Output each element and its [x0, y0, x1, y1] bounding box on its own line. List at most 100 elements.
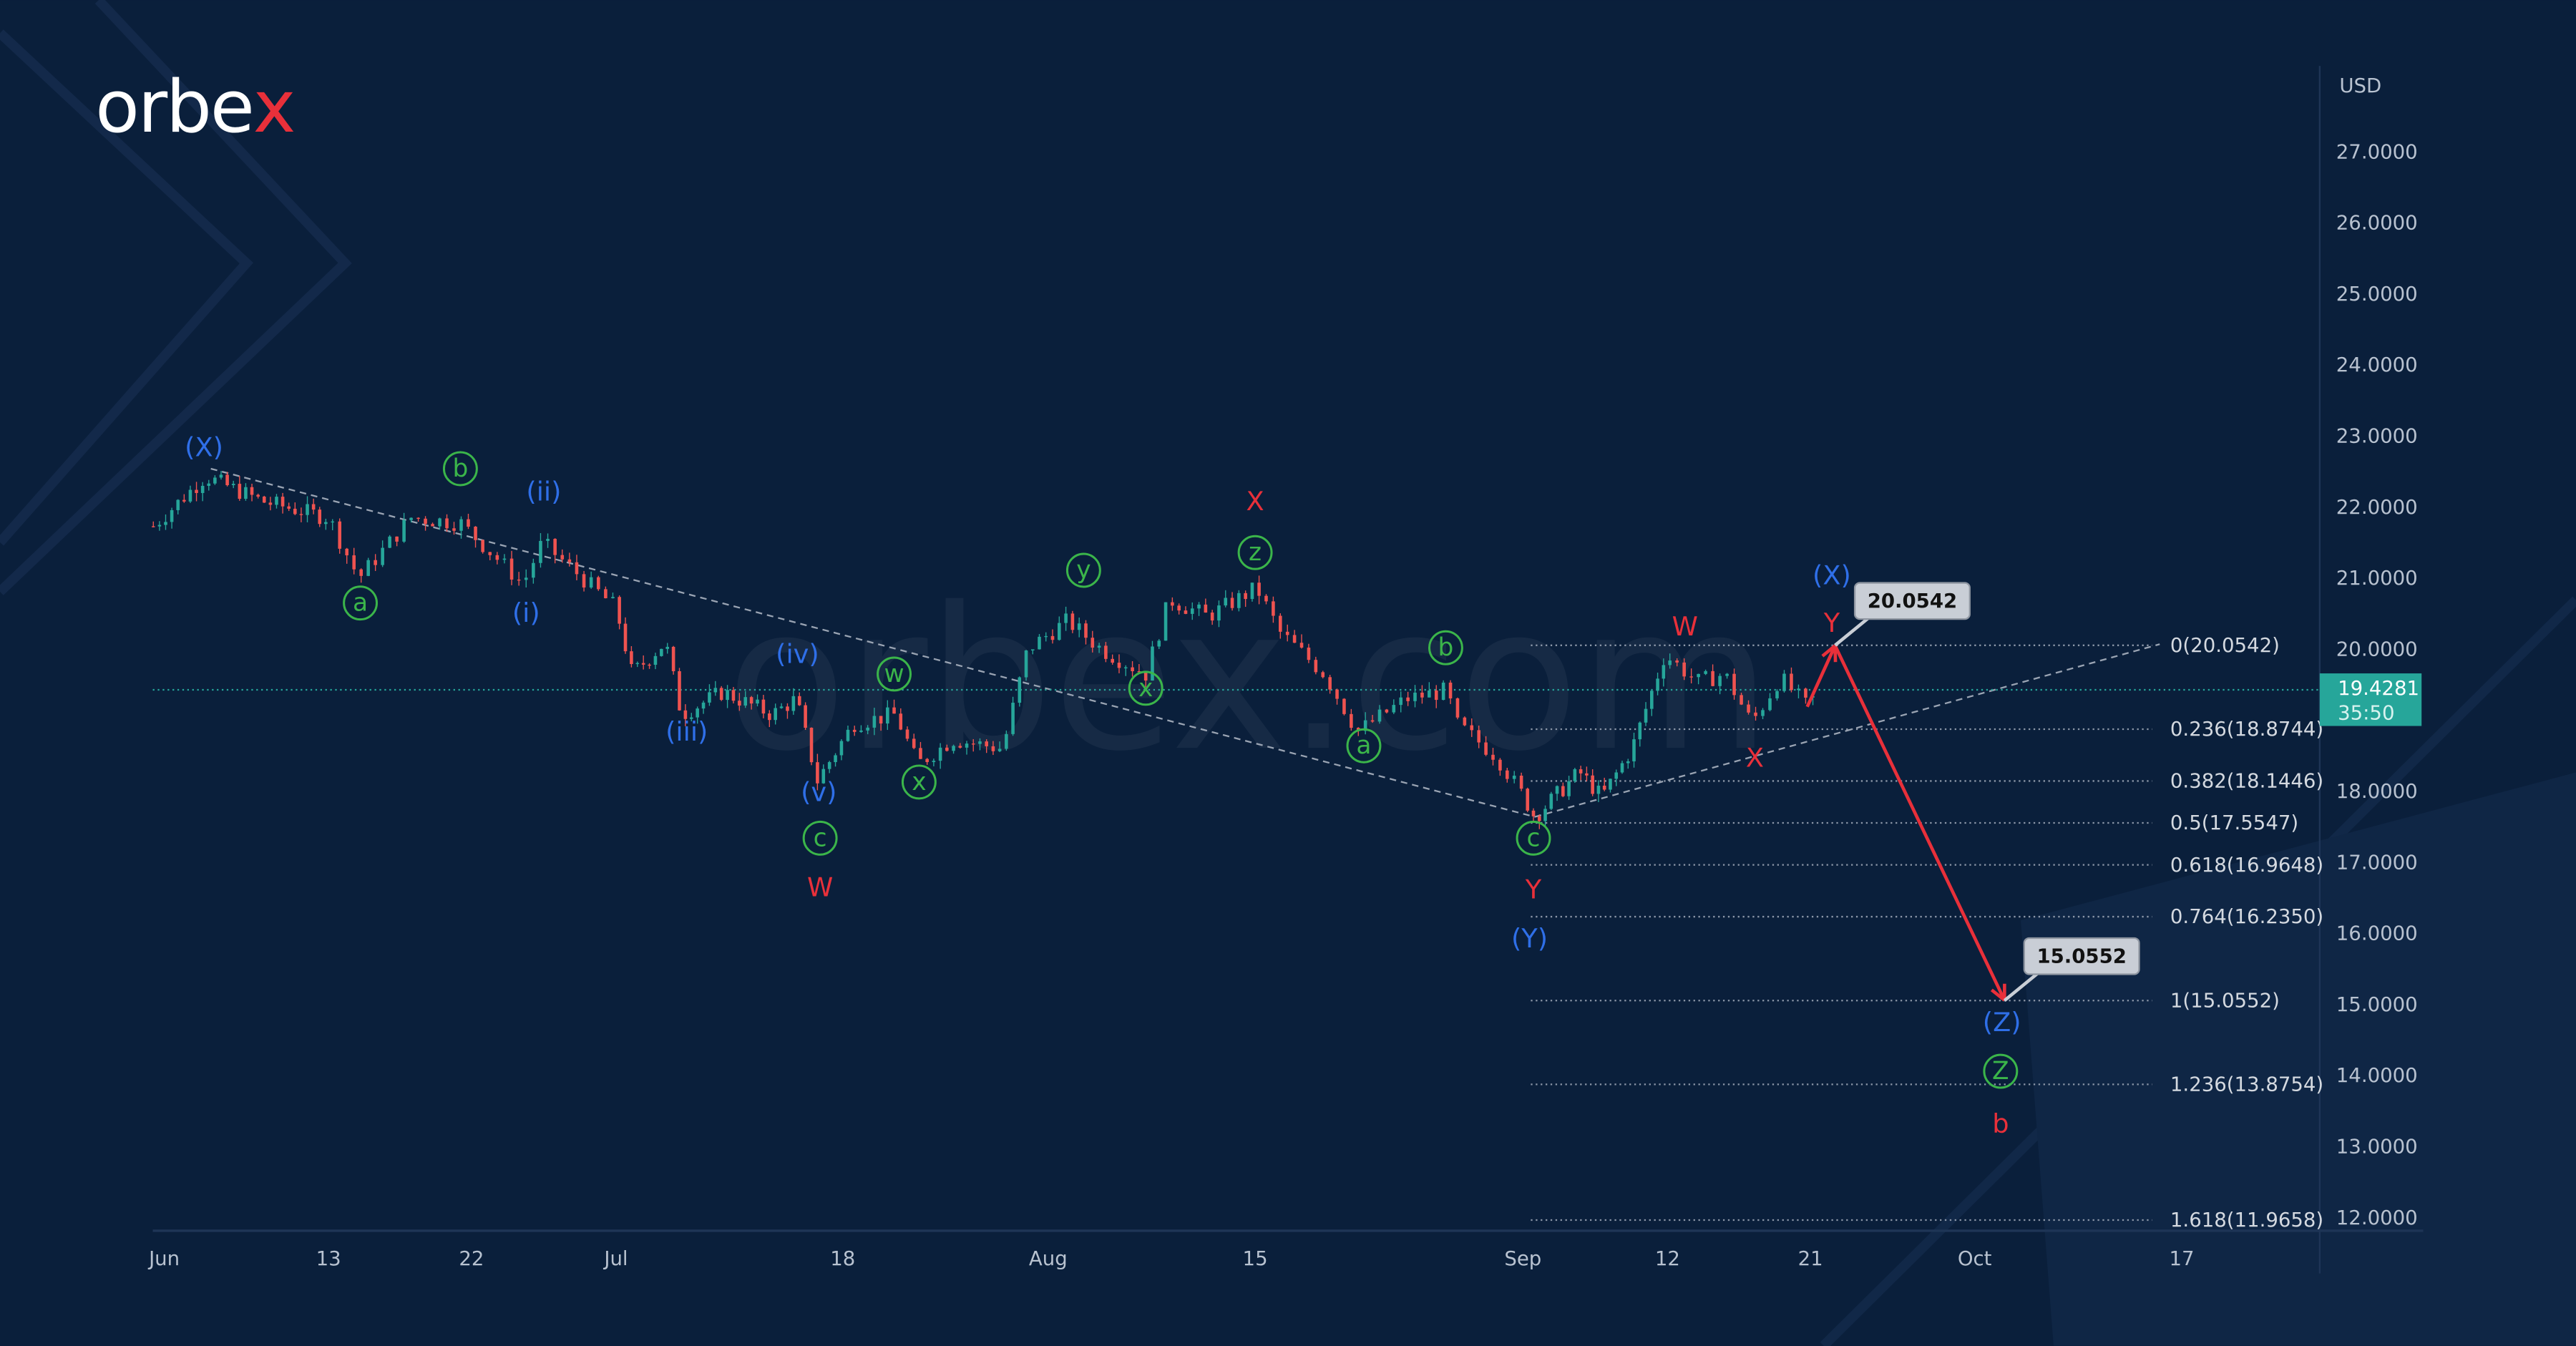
candle [1328, 675, 1332, 694]
candle [374, 554, 377, 571]
fib-level-label: 1(15.0552) [2170, 989, 2280, 1012]
wave-label-green: b [442, 451, 478, 487]
wave-label-circle [1346, 728, 1382, 764]
wave-label-text: b [452, 454, 468, 483]
time-tick-label: 13 [316, 1247, 341, 1270]
candle [1385, 708, 1389, 714]
candle [1596, 780, 1601, 802]
candle [997, 741, 1002, 753]
candle [1077, 617, 1081, 638]
candle [1171, 597, 1174, 611]
candle [1632, 732, 1636, 768]
candle [1050, 629, 1055, 644]
wave-label-blue: (iv) [776, 639, 819, 670]
fib-level-label: 1.618(11.9658) [2170, 1209, 2323, 1232]
candle [488, 552, 492, 560]
candle [524, 569, 528, 587]
candle [899, 708, 903, 731]
candle [1448, 680, 1453, 704]
candle [708, 684, 711, 706]
wave-label-red: b [1992, 1108, 2009, 1139]
wave-label-green: w [877, 656, 912, 692]
candle [1526, 787, 1530, 812]
candle [1585, 766, 1589, 781]
price-tick-label: 23.0000 [2336, 424, 2418, 447]
wave-label-green: c [1516, 820, 1551, 856]
axes: USD [152, 66, 2424, 1274]
wave-label-red: W [1672, 611, 1698, 642]
candle [1163, 602, 1168, 641]
candle [402, 512, 406, 543]
wave-label-text: X [1746, 743, 1764, 774]
price-axis[interactable]: 27.0000 26.0000 25.0000 24.0000 23.0000 22.00… [2336, 140, 2418, 1229]
wave-labels: (X)b(ii)a (i)(iv)(iii)w(v) xcWyxXzbacY(Y)W… [185, 432, 2021, 1139]
wave-label-red: X [1746, 743, 1764, 774]
candle [1117, 654, 1121, 673]
candle [618, 595, 621, 630]
candle [660, 648, 663, 657]
price-tick-label: 21.0000 [2336, 567, 2418, 590]
candle [331, 519, 335, 531]
projection-arrow [1833, 645, 2006, 1002]
candle [1399, 691, 1403, 713]
candle [207, 479, 211, 491]
wave-label-blue: (Z) [1983, 1007, 2021, 1038]
candle [481, 539, 484, 554]
candle [1314, 656, 1318, 675]
candle [250, 484, 254, 502]
candle [256, 493, 260, 499]
candle [1477, 725, 1480, 748]
price-tick-label: 20.0000 [2336, 638, 2418, 660]
wave-label-text: (ii) [526, 476, 561, 507]
time-tick-label: Aug [1029, 1247, 1068, 1270]
candle [1184, 606, 1188, 615]
candle [1230, 592, 1234, 611]
candle [1011, 696, 1015, 736]
candle [1024, 650, 1028, 681]
candle [1754, 706, 1757, 721]
candle [509, 550, 514, 585]
candle [1455, 697, 1460, 720]
wave-label-circle [901, 764, 937, 800]
wave-label-text: c [1527, 824, 1541, 852]
candle [532, 558, 535, 584]
price-tick-label: 22.0000 [2336, 496, 2418, 519]
candle [1697, 673, 1700, 685]
price-tick-label: 18.0000 [2336, 780, 2418, 803]
time-axis[interactable]: Jun 13 22 Jul 18 Aug 15 Sep 12 21 Oct 17 [147, 1247, 2194, 1270]
candle [1091, 630, 1095, 653]
candle [1377, 705, 1382, 724]
candle [1725, 673, 1729, 679]
candle [779, 703, 784, 709]
candle [1157, 639, 1161, 649]
candle [388, 535, 391, 549]
candle [1190, 602, 1194, 620]
candle [546, 533, 550, 548]
candle [749, 696, 753, 710]
candle [1650, 689, 1654, 716]
wave-label-green: c [802, 820, 838, 856]
candle [912, 733, 916, 750]
candle [1775, 689, 1779, 701]
candle [1413, 685, 1417, 708]
wave-label-text: b [1438, 633, 1454, 662]
candle [1137, 663, 1141, 673]
candle [604, 586, 608, 599]
candle [1555, 785, 1559, 801]
candle [395, 536, 399, 547]
wave-label-text: c [814, 824, 827, 852]
time-tick-label: 17 [2169, 1247, 2194, 1270]
time-tick-label: Oct [1958, 1247, 1992, 1270]
candle [244, 483, 248, 501]
candle [905, 726, 909, 741]
candle [1609, 779, 1612, 793]
candle [1531, 808, 1536, 821]
candle [1111, 654, 1114, 665]
fib-level-label: 0.382(18.1446) [2170, 770, 2323, 793]
candle [1428, 682, 1431, 698]
candle [553, 538, 557, 564]
wave-label-green: x [901, 764, 937, 800]
candle [517, 572, 521, 586]
